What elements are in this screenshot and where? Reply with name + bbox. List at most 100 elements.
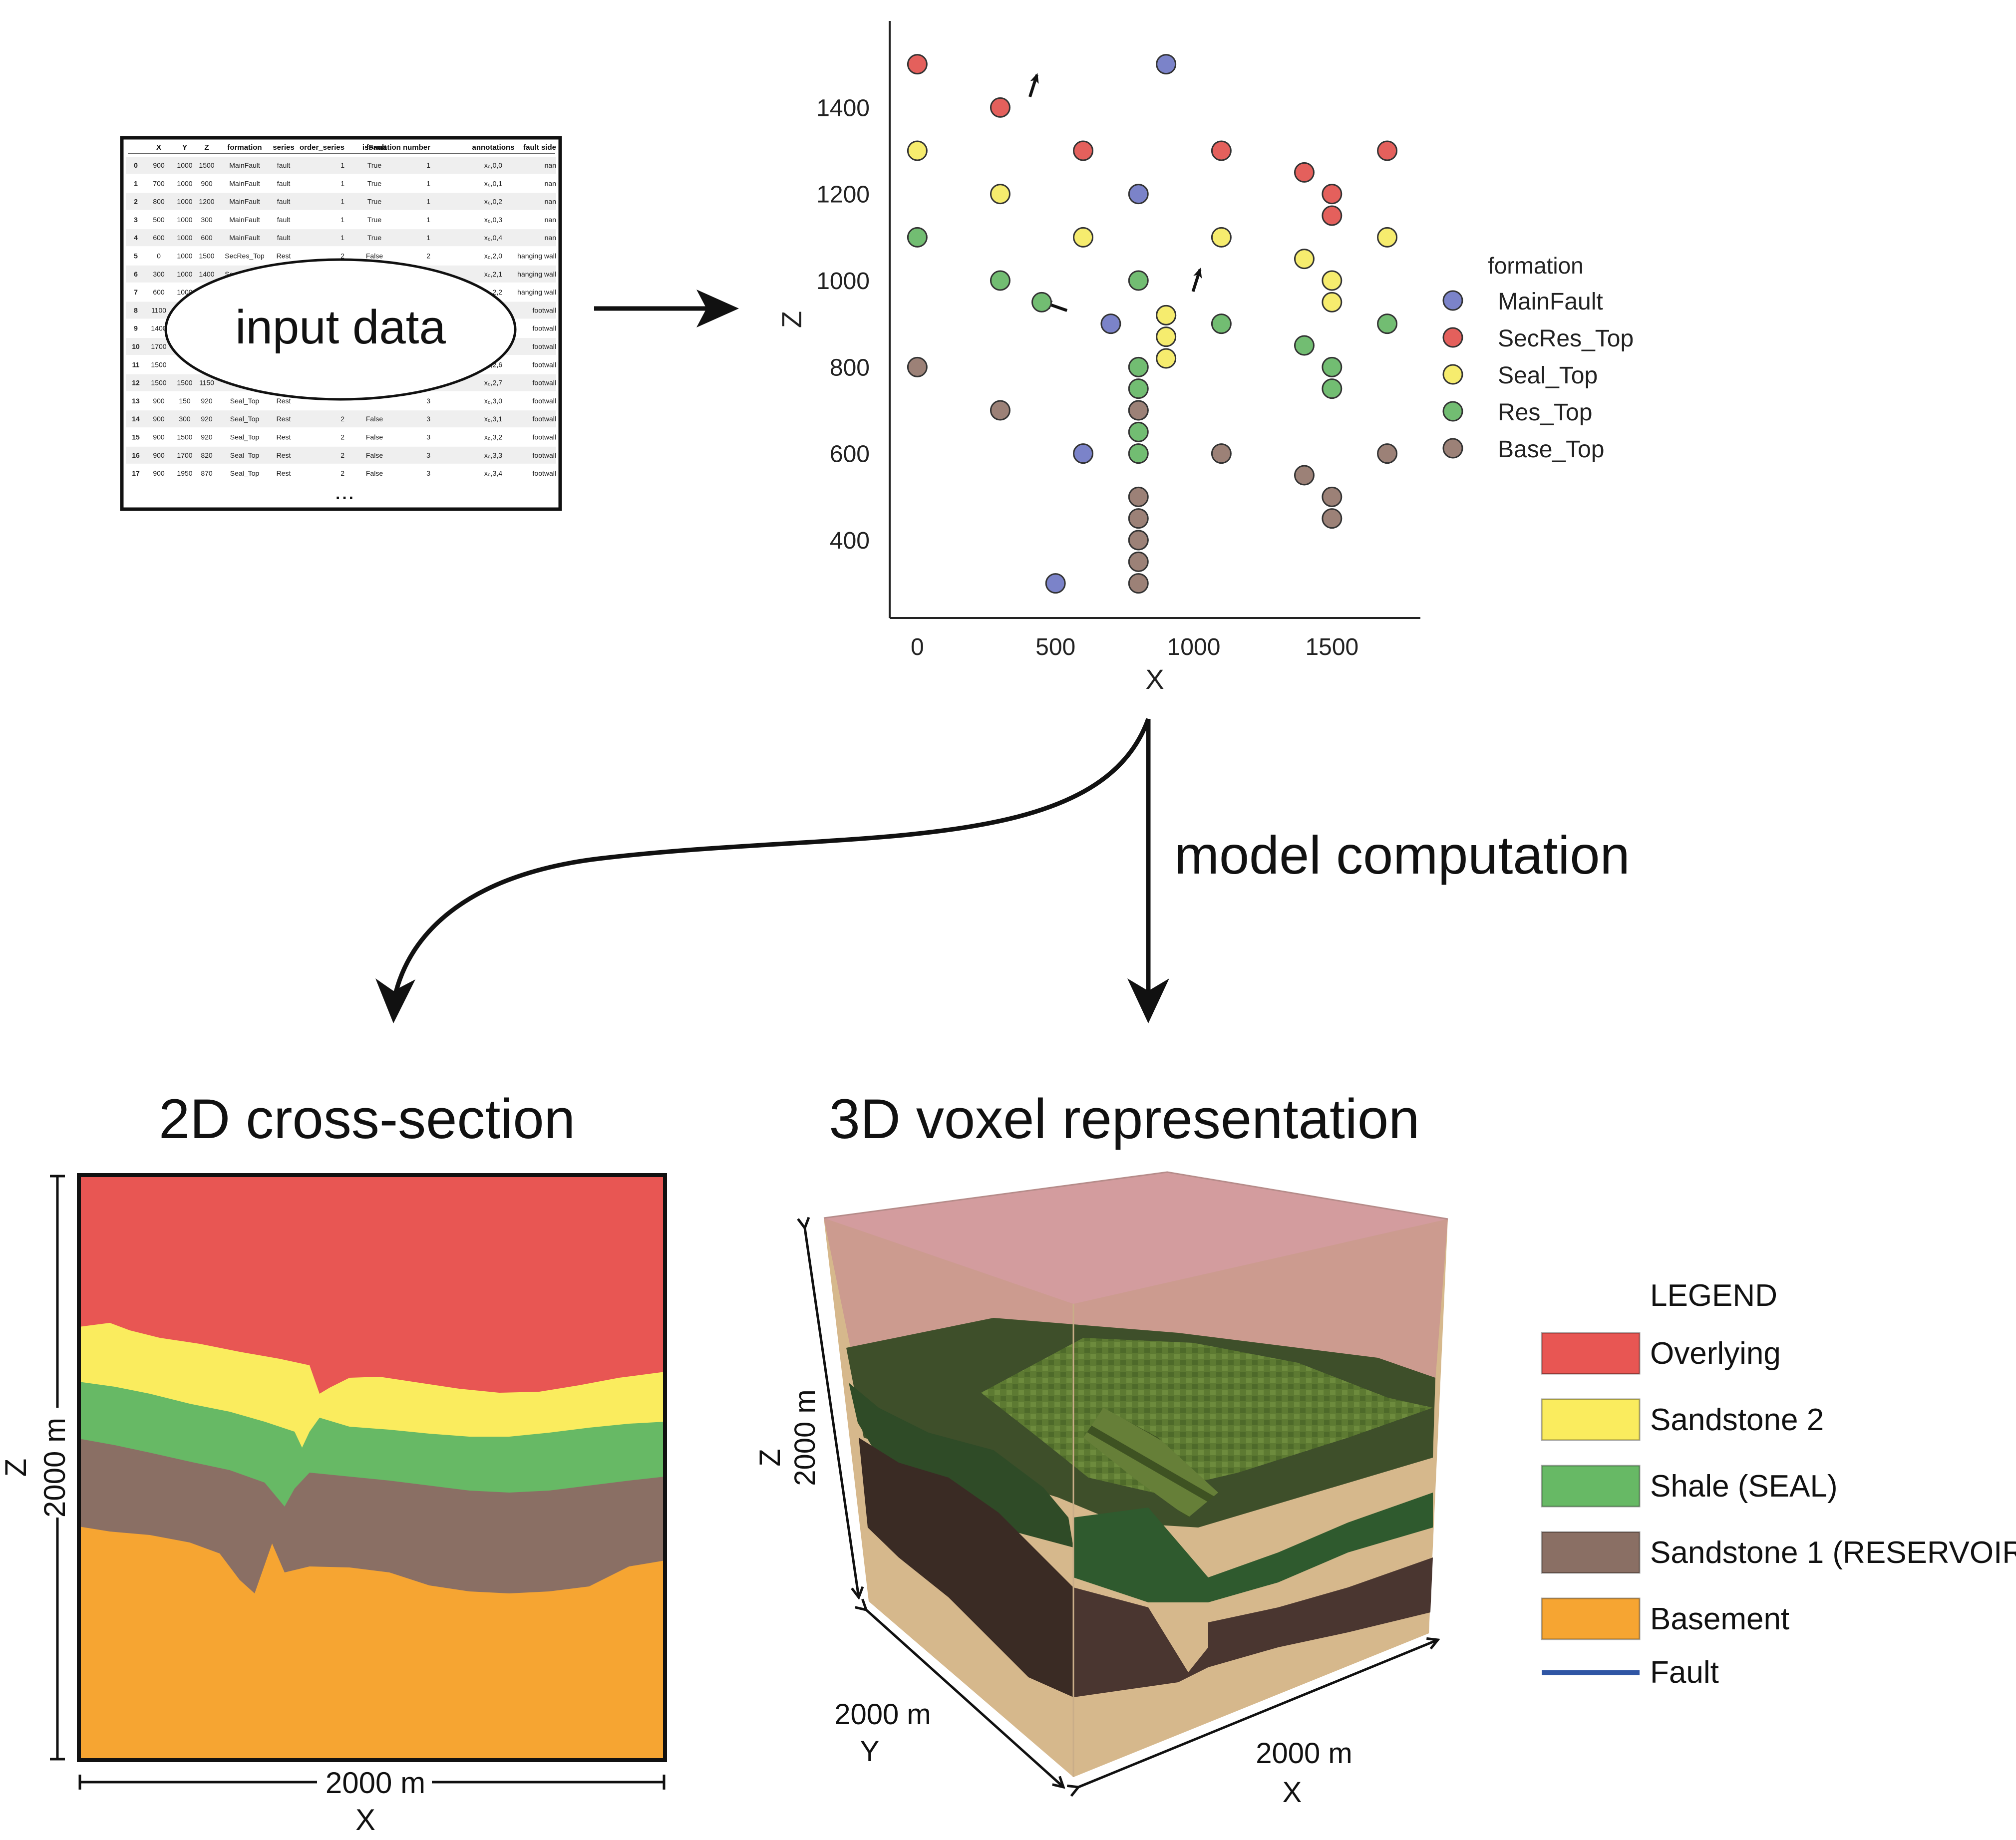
table-cell: hanging wall [517,252,556,260]
table-cell: 2 [134,198,138,206]
table-cell: MainFault [229,234,260,242]
table-cell: footwall [533,469,556,477]
table-cell: x₀,3,4 [484,469,502,477]
table-cell: 1000 [177,216,192,224]
table-cell: 1000 [177,179,192,187]
table-cell: 2 [426,252,430,260]
data-point [1322,292,1343,312]
table-cell: 1 [426,216,430,224]
table-cell: 150 [179,397,191,405]
input-data-ellipse [164,258,517,401]
table-cell: 2 [340,415,344,423]
legend-title-formation: formation [1488,253,1584,279]
voxel-panel: 3D voxel representation 2000 m Z 2000 m … [754,1088,1448,1809]
data-point [1128,421,1149,442]
legend-item-label: Fault [1650,1655,1719,1690]
data-point [1294,249,1315,270]
legend-label: SecRes_Top [1498,325,1634,352]
orientation-arrows [1028,73,1202,312]
table-cell: 1500 [177,379,192,387]
table-cell: x₀,0,0 [484,161,502,169]
table-cell: 1400 [199,270,214,278]
table-row: 2 800 1000 1200 MainFault fault 1 True 1 x₀,0,2 na… [134,198,556,206]
legend-label: MainFault [1498,289,1603,315]
table-cell: False [366,433,383,441]
model-legend: LEGEND Overlying Sandstone 2 Shale (SEAL) S… [1541,1278,2016,1690]
table-header-cell: formation number [366,143,430,152]
table-cell: 8 [134,306,138,314]
table-cell: nan [545,161,556,169]
legend-item-label: Sandstone 2 [1650,1403,1824,1437]
table-cell: True [367,234,381,242]
data-point [990,270,1010,291]
table-cell: 820 [201,451,213,459]
table-cell: 700 [153,179,165,187]
table-row: 8 1100 footwall [134,306,556,314]
z-axis-letter: Z [0,1459,32,1477]
table-cell: 1500 [177,433,192,441]
data-point [1128,443,1149,464]
table-row-shade [126,446,556,464]
y-axis-label: Z [776,311,807,328]
table-row: 14 900 300 920 Seal_Top Rest 2 False 3 x₀,3,1 foot… [132,415,556,423]
table-cell: 300 [153,270,165,278]
table-row: 4 600 1000 600 MainFault fault 1 True 1 x₀,0,4 nan [134,234,556,242]
x-dimension-label: 2000 m [326,1766,425,1800]
table-cell: 7 [134,288,138,296]
legend-marker [1442,438,1463,459]
legend-swatch [1541,1465,1641,1508]
table-ellipsis: ... [335,478,354,505]
data-point [1377,227,1398,248]
table-header-cell: Z [204,143,209,152]
series-base-top [907,356,1398,594]
data-point [1322,356,1343,377]
table-cell: x₀,0,3 [484,216,502,224]
cross-section-plot [77,1173,667,1762]
table-row: 5 0 1000 1500 SecRes_Top Rest 2 False 2 x₀,2,0 han… [134,252,556,260]
table-cell: x₀,3,2 [484,433,502,441]
table-cell: 2 [340,469,344,477]
data-point [1322,205,1343,226]
table-header-cell: fault side [523,143,556,152]
voxel-y-dimension-label: 2000 m [834,1698,931,1731]
table-cell: 900 [153,161,165,169]
legend-marker [1442,327,1463,348]
table-cell: True [367,198,381,206]
table-cell: nan [545,216,556,224]
table-cell: fault [277,234,291,242]
data-point [1294,465,1315,486]
data-point [1322,508,1343,529]
table-cell: 920 [201,397,213,405]
data-point [1128,486,1149,507]
x-axis-letter: X [355,1803,375,1837]
table-cell: nan [545,234,556,242]
orientation-arrow [1028,73,1039,97]
table-cell: Seal_Top [230,415,260,423]
table-cell: 16 [132,451,140,459]
data-point [1211,140,1232,161]
data-point [1294,335,1315,356]
table-cell: 5 [134,252,138,260]
legend-item: Basement [1541,1597,1789,1640]
data-point [907,54,928,75]
legend-item-label: Shale (SEAL) [1650,1469,1838,1504]
voxel-top-edge [823,1171,1448,1220]
y-tick-label: 1000 [816,268,870,295]
voxel-z-dimension-line [805,1228,859,1597]
legend-marker [1442,364,1463,385]
data-point [1322,270,1343,291]
table-cell: 600 [153,234,165,242]
curved-arrow-2d [392,718,1151,999]
data-point [1211,227,1232,248]
curved-arrow-2d-head [375,978,415,1023]
legend-marker [1442,290,1463,311]
table-cell: fault [277,161,291,169]
data-point [990,400,1010,421]
table-cell: 1500 [151,360,166,368]
table-cell: Seal_Top [230,469,260,477]
table-cell: footwall [533,360,556,368]
table-cell: x₀,2,7 [484,379,502,387]
table-cell: False [366,469,383,477]
table-cell: 1500 [199,161,214,169]
